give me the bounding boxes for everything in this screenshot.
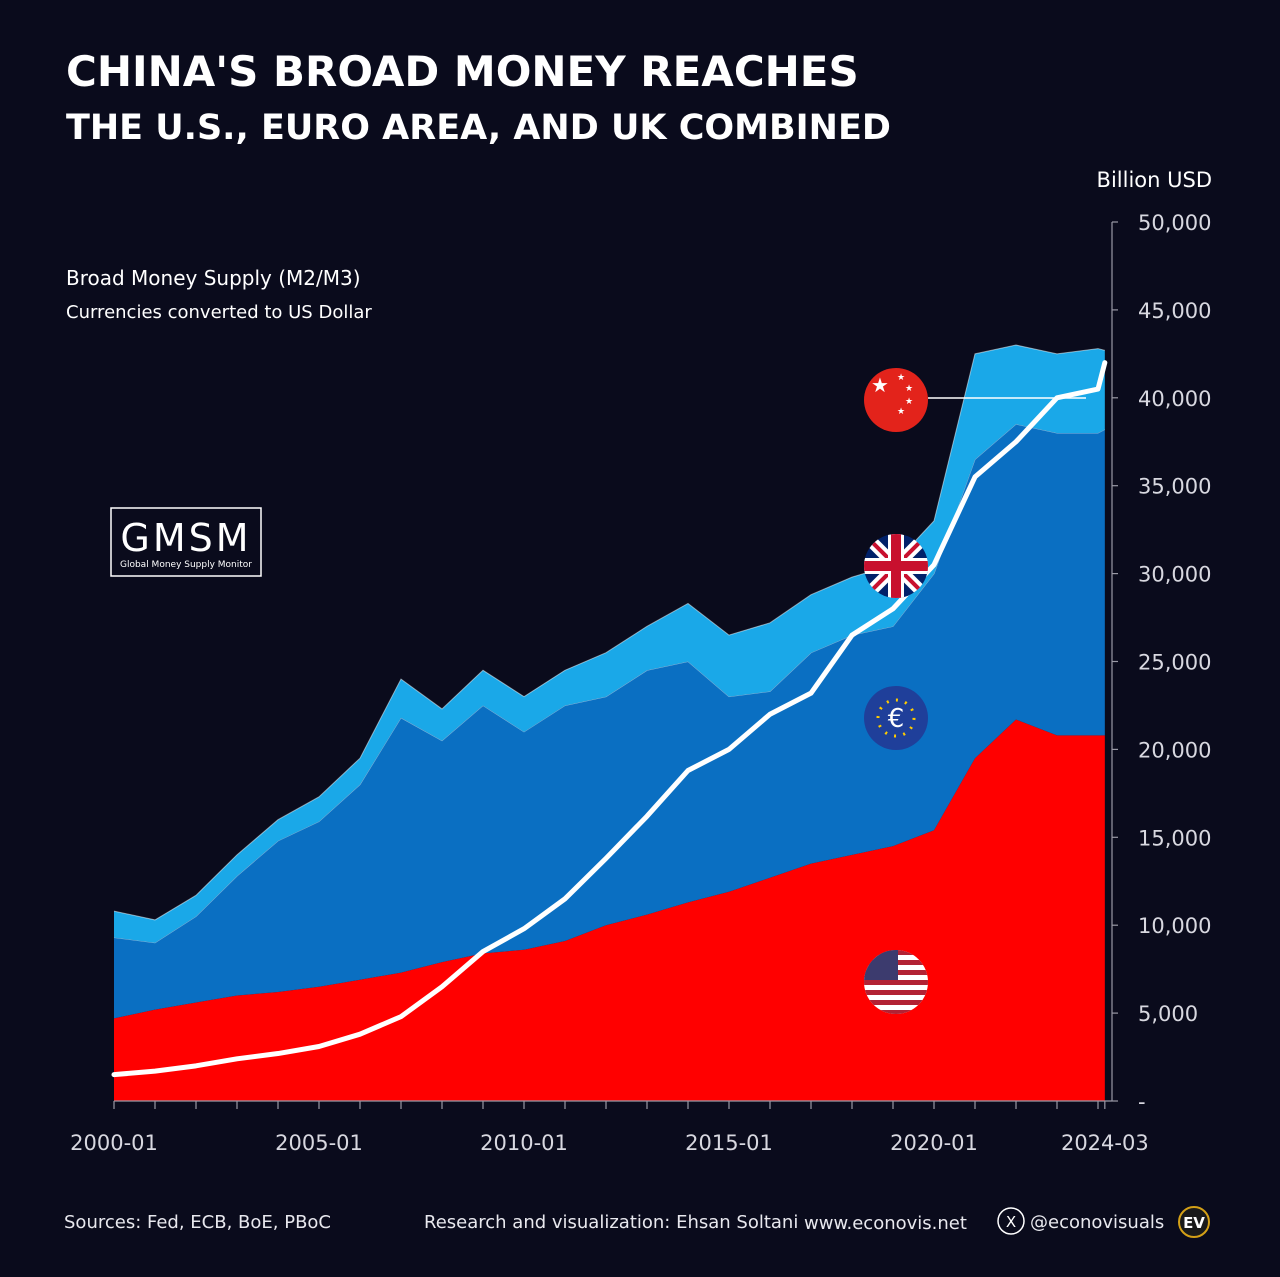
- area-edge: [113, 344, 1105, 921]
- y-tick-label: -: [1138, 1090, 1146, 1114]
- badge-text: EV: [1183, 1214, 1205, 1232]
- x-tick-label: 2000-01: [70, 1131, 158, 1155]
- flag-star: ★: [905, 397, 913, 407]
- flag-star: ★: [871, 373, 889, 397]
- x-tick-label: 2010-01: [480, 1131, 568, 1155]
- area: [114, 345, 1105, 943]
- logo-frame: [110, 507, 262, 577]
- y-tick-label: 5,000: [1138, 1002, 1198, 1026]
- x-tick-label: 2024-03: [1061, 1131, 1149, 1155]
- flag-stars: [876, 698, 916, 738]
- badge: [1178, 1206, 1210, 1238]
- y-tick-label: 35,000: [1138, 475, 1211, 499]
- y-tick-label: 30,000: [1138, 563, 1211, 587]
- y-tick-label: 50,000: [1138, 211, 1211, 235]
- x-tick-label: 2015-01: [685, 1131, 773, 1155]
- credit: Research and visualization: Ehsan Soltan…: [424, 1212, 798, 1233]
- area: [114, 719, 1105, 1101]
- y-tick-label: 10,000: [1138, 914, 1211, 938]
- note-subtitle: Currencies converted to US Dollar: [66, 302, 372, 323]
- flag-star: ★: [897, 407, 905, 417]
- x-icon-glyph: X: [1006, 1213, 1016, 1231]
- sources: Sources: Fed, ECB, BoE, PBoC: [64, 1212, 331, 1233]
- x-tick-label: 2020-01: [890, 1131, 978, 1155]
- y-tick-label: 20,000: [1138, 738, 1211, 762]
- line: [111, 360, 1108, 1078]
- y-tick-label: 25,000: [1138, 651, 1211, 675]
- flag-circle: [864, 686, 928, 750]
- y-tick-label: 45,000: [1138, 299, 1211, 323]
- flag-star: ★: [897, 373, 905, 383]
- eu-flag: €: [864, 686, 928, 750]
- logo-caption: Global Money Supply Monitor: [120, 560, 252, 570]
- chart-title: CHINA'S BROAD MONEY REACHES: [66, 47, 859, 96]
- x-tick-label: 2005-01: [275, 1131, 363, 1155]
- flag-euro: €: [888, 704, 905, 734]
- y-axis-label: Billion USD: [1097, 168, 1212, 192]
- flags: ★ ★ ★ ★ ★ €: [864, 368, 1086, 1014]
- plot-area: - 5,000 10,000 15,000 20,000 25,000 30,000 35,0…: [70, 211, 1211, 1155]
- handle: @econovisuals: [1030, 1212, 1164, 1233]
- china-flag: ★ ★ ★ ★ ★: [864, 368, 928, 432]
- flag-circle: [864, 368, 928, 432]
- x-icon: [997, 1207, 1025, 1235]
- y-tick-label: 15,000: [1138, 826, 1211, 850]
- chart-subtitle: THE U.S., EURO AREA, AND UK COMBINED: [66, 108, 891, 148]
- logo-text: GMSM: [120, 516, 251, 560]
- note-title: Broad Money Supply (M2/M3): [66, 266, 361, 290]
- flag-star: ★: [905, 384, 913, 394]
- logo: GMSM Global Money Supply Monitor: [110, 507, 262, 577]
- y-tick-label: 40,000: [1138, 387, 1211, 411]
- website: www.econovis.net: [804, 1213, 967, 1234]
- area: [114, 424, 1105, 1019]
